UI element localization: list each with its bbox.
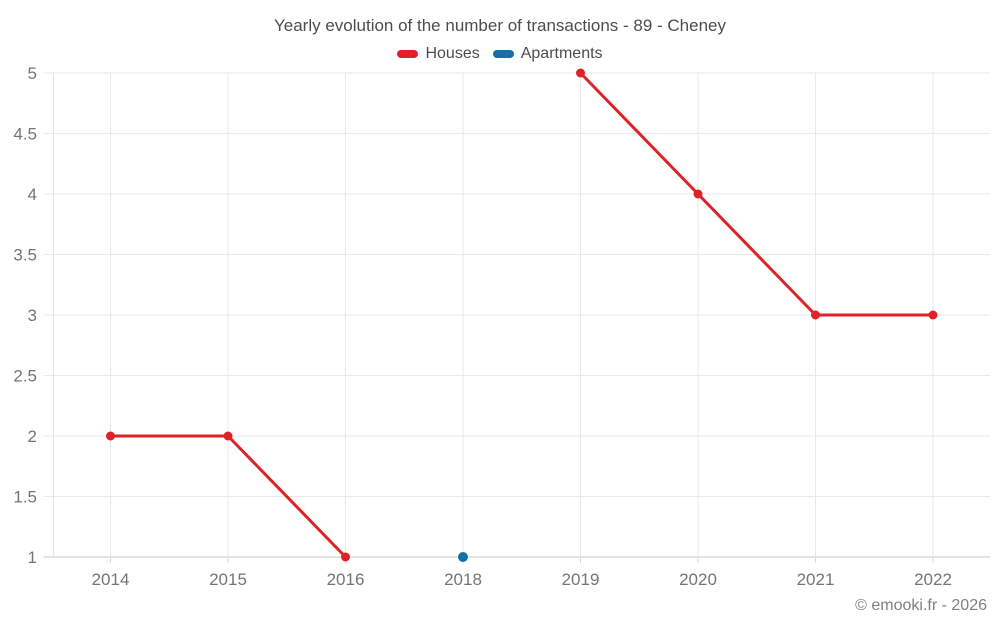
x-axis-tick-label: 2022 — [914, 570, 952, 589]
y-axis-tick-label: 5 — [28, 64, 37, 83]
houses-data-point[interactable] — [693, 189, 703, 199]
apartments-data-point[interactable] — [458, 552, 468, 562]
houses-data-point[interactable] — [341, 552, 350, 562]
x-axis-tick-label: 2014 — [92, 570, 130, 589]
houses-data-point[interactable] — [576, 68, 585, 78]
y-axis-tick-label: 1.5 — [13, 488, 37, 507]
x-axis-tick-label: 2020 — [679, 570, 717, 589]
houses-data-point[interactable] — [928, 310, 938, 320]
y-axis-tick-label: 1 — [28, 548, 37, 567]
legend-label-houses: Houses — [425, 45, 480, 62]
x-axis-tick-label: 2019 — [562, 570, 600, 589]
y-axis-tick-label: 3 — [28, 306, 37, 325]
x-axis-tick-label: 2016 — [327, 570, 365, 589]
legend-item-apartments[interactable]: Apartments — [492, 45, 603, 63]
y-axis-tick-label: 4.5 — [13, 125, 37, 144]
legend: Houses Apartments — [0, 44, 1000, 64]
y-axis-tick-label: 2 — [28, 427, 37, 446]
legend-item-houses[interactable]: Houses — [397, 45, 480, 63]
houses-series-line — [579, 71, 935, 317]
y-axis-tick-label: 2.5 — [13, 367, 37, 386]
chart-title: Yearly evolution of the number of transa… — [273, 16, 727, 35]
x-axis-tick-label: 2015 — [209, 570, 247, 589]
footer-credit: © emooki.fr - 2026 — [855, 597, 987, 614]
houses-data-point[interactable] — [223, 431, 233, 441]
y-axis-tick-label: 3.5 — [13, 246, 37, 265]
houses-data-point[interactable] — [106, 431, 115, 441]
legend-swatch-houses — [397, 50, 419, 58]
x-axis-tick-label: 2018 — [444, 570, 482, 589]
houses-data-point[interactable] — [811, 310, 820, 320]
legend-label-apartments: Apartments — [520, 45, 603, 62]
y-axis-tick-label: 4 — [28, 185, 37, 204]
x-axis-tick-label: 2021 — [797, 570, 835, 589]
legend-swatch-apartments — [492, 50, 514, 58]
